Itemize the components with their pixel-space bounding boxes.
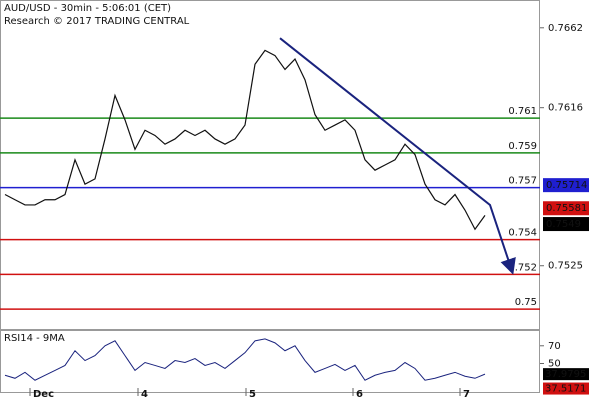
level-label: 0.75 [515,297,537,308]
y-tick-label: 0.7616 [548,103,583,114]
level-label: 0.752 [508,262,537,273]
rsi-marker-label: 37.5171 [545,384,586,395]
price-marker [543,201,589,216]
y-tick-label: 0.7525 [548,261,583,272]
price-marker-label: 0.7549 [546,219,581,230]
chart-subtitle: Research © 2017 TRADING CENTRAL [4,16,190,27]
x-tick-label: Dec [33,389,54,400]
rsi-label: RSI14 - 9MA [4,333,65,344]
level-label: 0.761 [508,106,537,117]
rsi-marker-label: 37.9795 [545,369,586,380]
price-line [4,49,486,231]
x-tick-label: 4 [141,389,148,400]
rsi-tick-label: 70 [548,341,561,352]
x-tick-label: 7 [463,389,470,400]
rsi-marker [543,382,589,395]
y-tick-label: 0.7662 [548,23,583,34]
rsi-tick-label: 50 [548,358,561,369]
x-tick-label: 6 [356,389,363,400]
rsi-line [4,338,486,381]
level-label: 0.759 [508,141,537,152]
price-marker [543,178,589,193]
x-tick-label: 5 [249,389,256,400]
level-label: 0.754 [508,228,537,239]
price-marker [543,217,589,232]
rsi-marker [543,368,589,381]
trend-arrow [279,37,516,275]
rsi-panel [0,330,540,393]
chart-title: AUD/USD - 30min - 5:06:01 (CET) [4,3,171,14]
price-marker-label: 0.75581 [546,203,587,214]
level-label: 0.757 [508,176,537,187]
price-marker-label: 0.75714 [546,180,587,191]
main-panel [0,0,540,330]
